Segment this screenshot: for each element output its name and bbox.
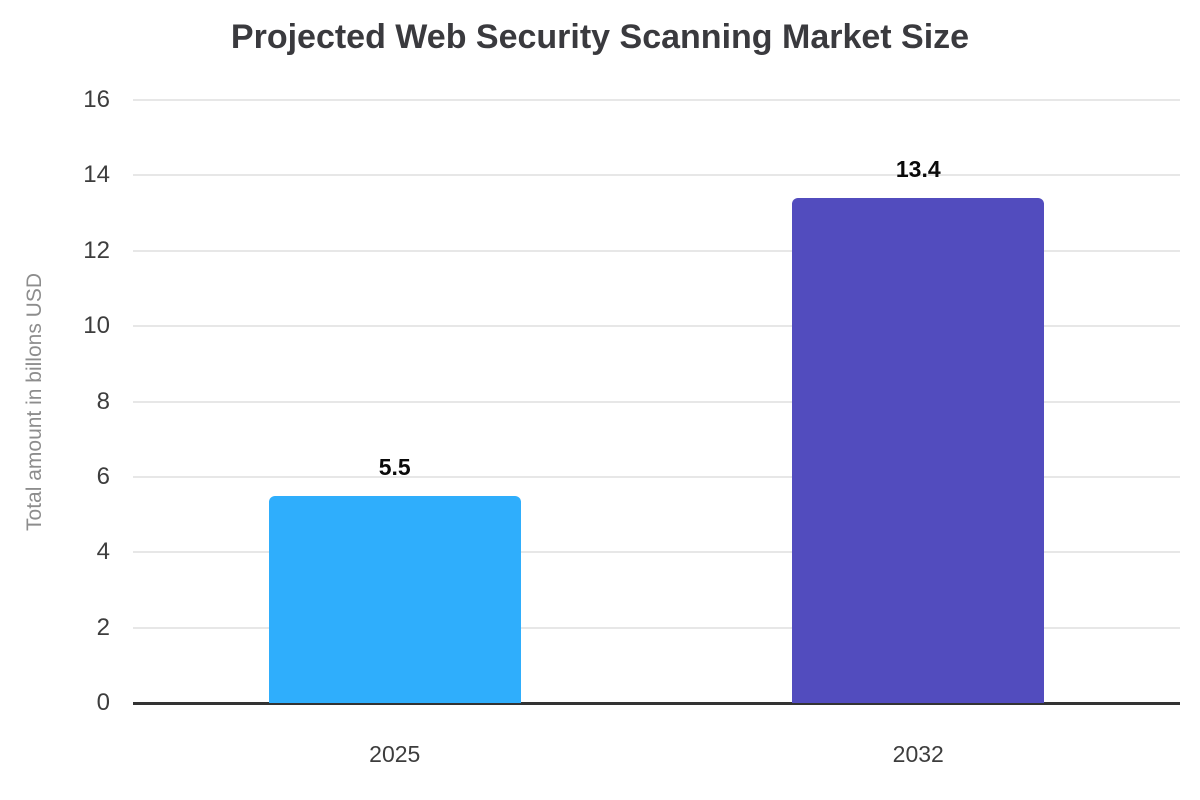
x-axis-line	[133, 702, 1180, 705]
gridline	[133, 325, 1180, 328]
y-tick-label: 2	[96, 613, 110, 641]
chart-title: Projected Web Security Scanning Market S…	[230, 18, 970, 56]
bar-value-label: 5.5	[378, 453, 411, 480]
y-tick-label: 12	[83, 236, 110, 264]
bar-value-label: 13.4	[895, 155, 941, 182]
y-tick-label: 10	[83, 312, 110, 340]
x-tick-label: 2025	[369, 741, 421, 767]
gridline	[133, 249, 1180, 252]
gridline	[133, 174, 1180, 177]
gridline	[133, 626, 1180, 629]
bar-2032	[792, 197, 1045, 703]
y-tick-label: 16	[83, 86, 110, 113]
y-tick-label: 6	[96, 462, 110, 490]
y-tick-label: 0	[96, 689, 110, 716]
gridline	[133, 99, 1180, 101]
y-tick-label: 4	[96, 538, 110, 566]
gridline	[133, 400, 1180, 403]
y-tick-label: 14	[83, 161, 110, 189]
x-tick-label: 2032	[892, 741, 944, 767]
gridline	[133, 475, 1180, 478]
y-tick-label: 8	[96, 387, 110, 415]
bar-2025	[268, 495, 521, 703]
gridline	[133, 551, 1180, 554]
